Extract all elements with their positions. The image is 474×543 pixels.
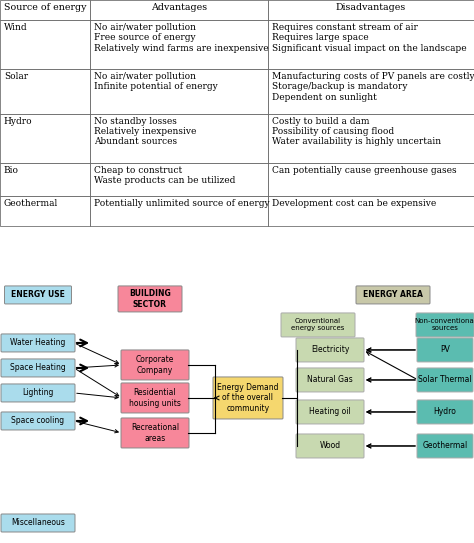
FancyBboxPatch shape xyxy=(416,313,474,337)
Bar xyxy=(0,114,90,163)
Text: BUILDING
SECTOR: BUILDING SECTOR xyxy=(129,289,171,308)
Text: Manufacturing costs of PV panels are costly
Storage/backup is mandatory
Dependen: Manufacturing costs of PV panels are cos… xyxy=(272,72,474,102)
FancyBboxPatch shape xyxy=(296,400,364,424)
Text: No air/water pollution
Infinite potential of energy: No air/water pollution Infinite potentia… xyxy=(94,72,218,91)
Bar xyxy=(268,69,474,114)
FancyBboxPatch shape xyxy=(356,286,430,304)
Bar xyxy=(0,69,90,114)
Text: ENERGY AREA: ENERGY AREA xyxy=(363,291,423,299)
FancyBboxPatch shape xyxy=(121,383,189,413)
Text: ENERGY USE: ENERGY USE xyxy=(11,291,65,299)
Text: Source of energy: Source of energy xyxy=(4,3,86,12)
FancyBboxPatch shape xyxy=(281,313,355,337)
Text: Space Heating: Space Heating xyxy=(10,363,66,372)
Bar xyxy=(268,20,474,69)
Text: Natural Gas: Natural Gas xyxy=(307,375,353,384)
Text: Cheap to construct
Waste products can be utilized: Cheap to construct Waste products can be… xyxy=(94,166,235,185)
Text: Energy Demand
of the overall
community: Energy Demand of the overall community xyxy=(217,383,279,413)
FancyBboxPatch shape xyxy=(296,434,364,458)
Text: Conventional
energy sources: Conventional energy sources xyxy=(292,318,345,331)
Text: Water Heating: Water Heating xyxy=(10,338,66,348)
Bar xyxy=(0,163,90,197)
Text: Can potentially cause greenhouse gases: Can potentially cause greenhouse gases xyxy=(272,166,456,174)
Text: Solar Thermal: Solar Thermal xyxy=(418,375,472,384)
FancyBboxPatch shape xyxy=(1,412,75,430)
FancyBboxPatch shape xyxy=(1,359,75,377)
Text: Wind: Wind xyxy=(4,23,27,32)
Bar xyxy=(268,163,474,197)
Text: Potentially unlimited source of energy: Potentially unlimited source of energy xyxy=(94,199,270,208)
Text: Development cost can be expensive: Development cost can be expensive xyxy=(272,199,436,208)
Bar xyxy=(90,69,268,114)
FancyBboxPatch shape xyxy=(417,338,473,362)
Bar xyxy=(90,20,268,69)
FancyBboxPatch shape xyxy=(417,400,473,424)
Text: No standby losses
Relatively inexpensive
Abundant sources: No standby losses Relatively inexpensive… xyxy=(94,117,196,147)
Text: Lighting: Lighting xyxy=(22,388,54,397)
FancyBboxPatch shape xyxy=(296,368,364,392)
Text: Residential
housing units: Residential housing units xyxy=(129,388,181,408)
FancyBboxPatch shape xyxy=(417,368,473,392)
Text: Geothermal: Geothermal xyxy=(422,441,468,451)
Text: Electricity: Electricity xyxy=(311,345,349,355)
FancyBboxPatch shape xyxy=(1,514,75,532)
FancyBboxPatch shape xyxy=(121,350,189,380)
Text: Wood: Wood xyxy=(319,441,340,451)
Bar xyxy=(268,197,474,226)
Text: Costly to build a dam
Possibility of causing flood
Water availability is highly : Costly to build a dam Possibility of cau… xyxy=(272,117,441,147)
Text: Requires constant stream of air
Requires large space
Significant visual impact o: Requires constant stream of air Requires… xyxy=(272,23,466,53)
Text: Non-conventional
sources: Non-conventional sources xyxy=(414,318,474,331)
Text: Bio: Bio xyxy=(4,166,19,174)
Text: No air/water pollution
Free source of energy
Relatively wind farms are inexpensi: No air/water pollution Free source of en… xyxy=(94,23,268,53)
Bar xyxy=(90,114,268,163)
FancyBboxPatch shape xyxy=(4,286,72,304)
Text: Recreational
areas: Recreational areas xyxy=(131,424,179,443)
Text: Miscellaneous: Miscellaneous xyxy=(11,519,65,527)
Bar xyxy=(90,197,268,226)
Bar xyxy=(0,0,90,20)
Bar xyxy=(90,163,268,197)
FancyBboxPatch shape xyxy=(1,384,75,402)
Text: Solar: Solar xyxy=(4,72,28,81)
FancyBboxPatch shape xyxy=(417,434,473,458)
FancyBboxPatch shape xyxy=(118,286,182,312)
FancyBboxPatch shape xyxy=(1,334,75,352)
Bar xyxy=(90,0,268,20)
Text: Disadvantages: Disadvantages xyxy=(336,3,406,12)
Bar xyxy=(0,197,90,226)
FancyBboxPatch shape xyxy=(213,377,283,419)
Bar xyxy=(0,20,90,69)
Text: Space cooling: Space cooling xyxy=(11,416,64,426)
Text: Hydro: Hydro xyxy=(4,117,32,125)
Text: Hydro: Hydro xyxy=(434,407,456,416)
FancyBboxPatch shape xyxy=(121,418,189,448)
Bar xyxy=(268,0,474,20)
Text: Advantages: Advantages xyxy=(151,3,207,12)
Text: Corporate
Company: Corporate Company xyxy=(136,355,174,375)
Bar xyxy=(268,114,474,163)
Text: PV: PV xyxy=(440,345,450,355)
Text: Geothermal: Geothermal xyxy=(4,199,58,208)
FancyBboxPatch shape xyxy=(296,338,364,362)
Text: Heating oil: Heating oil xyxy=(309,407,351,416)
